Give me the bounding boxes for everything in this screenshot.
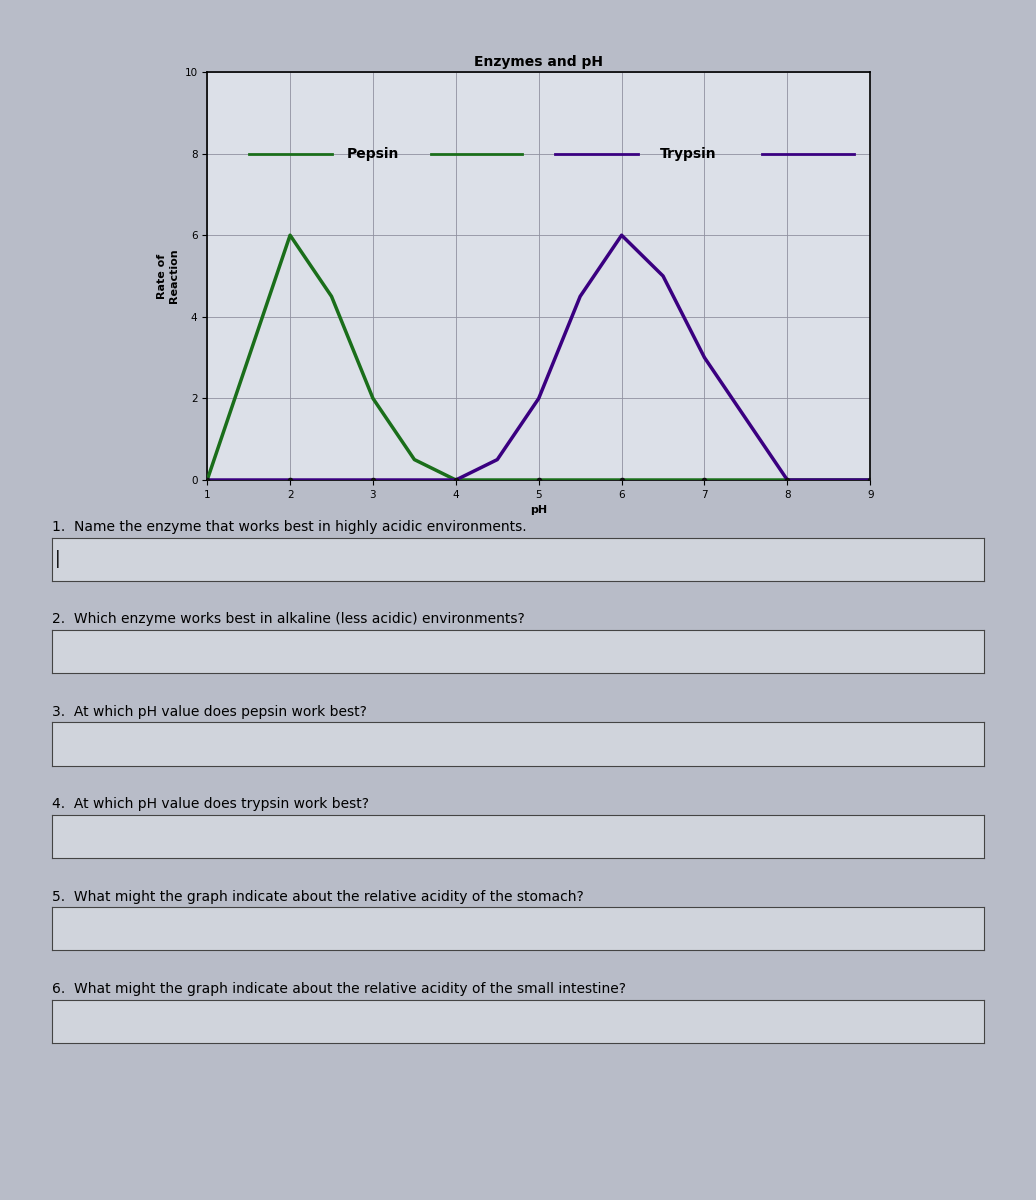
- Text: 4.  At which pH value does trypsin work best?: 4. At which pH value does trypsin work b…: [52, 797, 369, 811]
- Text: Pepsin: Pepsin: [347, 146, 399, 161]
- Title: Enzymes and pH: Enzymes and pH: [474, 55, 603, 70]
- Y-axis label: Rate of
Reaction: Rate of Reaction: [157, 248, 179, 304]
- Text: 2.  Which enzyme works best in alkaline (less acidic) environments?: 2. Which enzyme works best in alkaline (…: [52, 612, 524, 626]
- Text: 1.  Name the enzyme that works best in highly acidic environments.: 1. Name the enzyme that works best in hi…: [52, 520, 526, 534]
- Text: 3.  At which pH value does pepsin work best?: 3. At which pH value does pepsin work be…: [52, 704, 367, 719]
- X-axis label: pH: pH: [530, 505, 547, 515]
- Text: 5.  What might the graph indicate about the relative acidity of the stomach?: 5. What might the graph indicate about t…: [52, 889, 583, 904]
- Text: 6.  What might the graph indicate about the relative acidity of the small intest: 6. What might the graph indicate about t…: [52, 982, 626, 996]
- Text: |: |: [55, 550, 60, 568]
- Text: Trypsin: Trypsin: [660, 146, 716, 161]
